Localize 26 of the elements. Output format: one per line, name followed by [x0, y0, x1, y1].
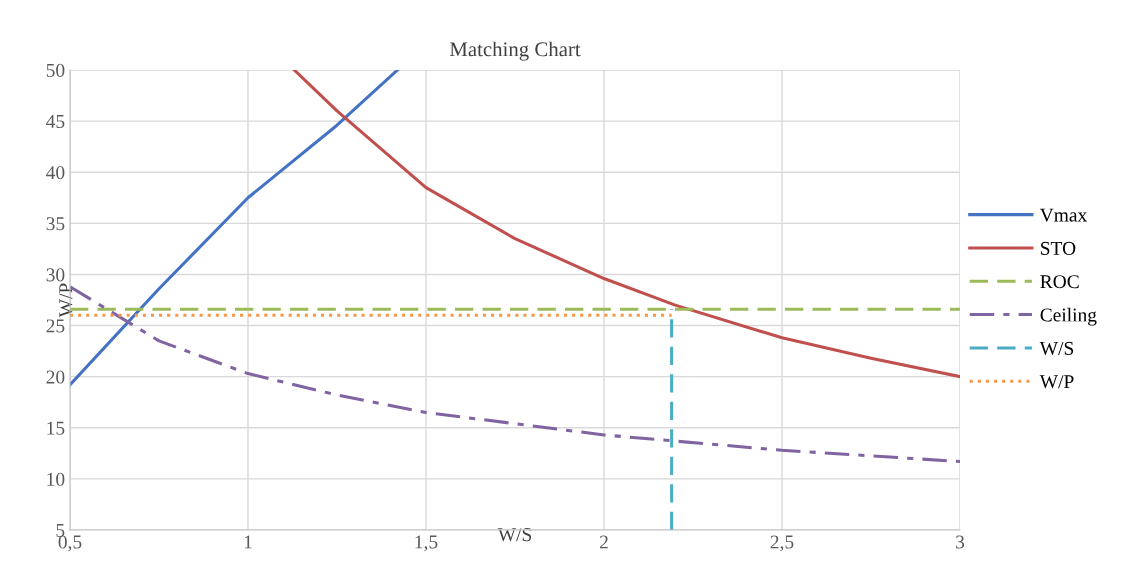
- legend-label: W/P: [1039, 375, 1074, 389]
- legend-label: Ceiling: [1040, 307, 1097, 326]
- x-tick-label: 2,5: [770, 535, 794, 552]
- y-tick-label: 15: [47, 421, 65, 435]
- y-axis-title: W/P: [59, 283, 73, 318]
- y-tick-label: 10: [47, 472, 65, 486]
- legend-label: ROC: [1040, 275, 1079, 289]
- legend-label: STO: [1041, 241, 1076, 255]
- y-tick-label: 5: [56, 524, 65, 537]
- x-axis-title: W/S: [497, 528, 532, 542]
- x-tick-label: 1: [244, 535, 252, 549]
- legend-label: Vmax: [1039, 208, 1087, 222]
- x-tick-label: 1,5: [415, 535, 438, 552]
- x-tick-label: 0,5: [58, 535, 82, 552]
- y-tick-label: 40: [46, 166, 65, 180]
- x-tick-label: 2: [599, 535, 608, 549]
- line-series: [292, 70, 960, 379]
- y-tick-label: 30: [46, 268, 65, 282]
- chart-title: Matching Chart: [449, 41, 581, 61]
- y-tick-label: 35: [46, 217, 65, 231]
- legend-label: W/S: [1039, 341, 1074, 356]
- x-tick-label: 3: [956, 535, 965, 549]
- y-tick-label: 25: [46, 319, 65, 333]
- y-tick-label: 45: [46, 115, 65, 129]
- y-tick-label: 50: [46, 63, 65, 77]
- y-tick-label: 20: [46, 370, 65, 384]
